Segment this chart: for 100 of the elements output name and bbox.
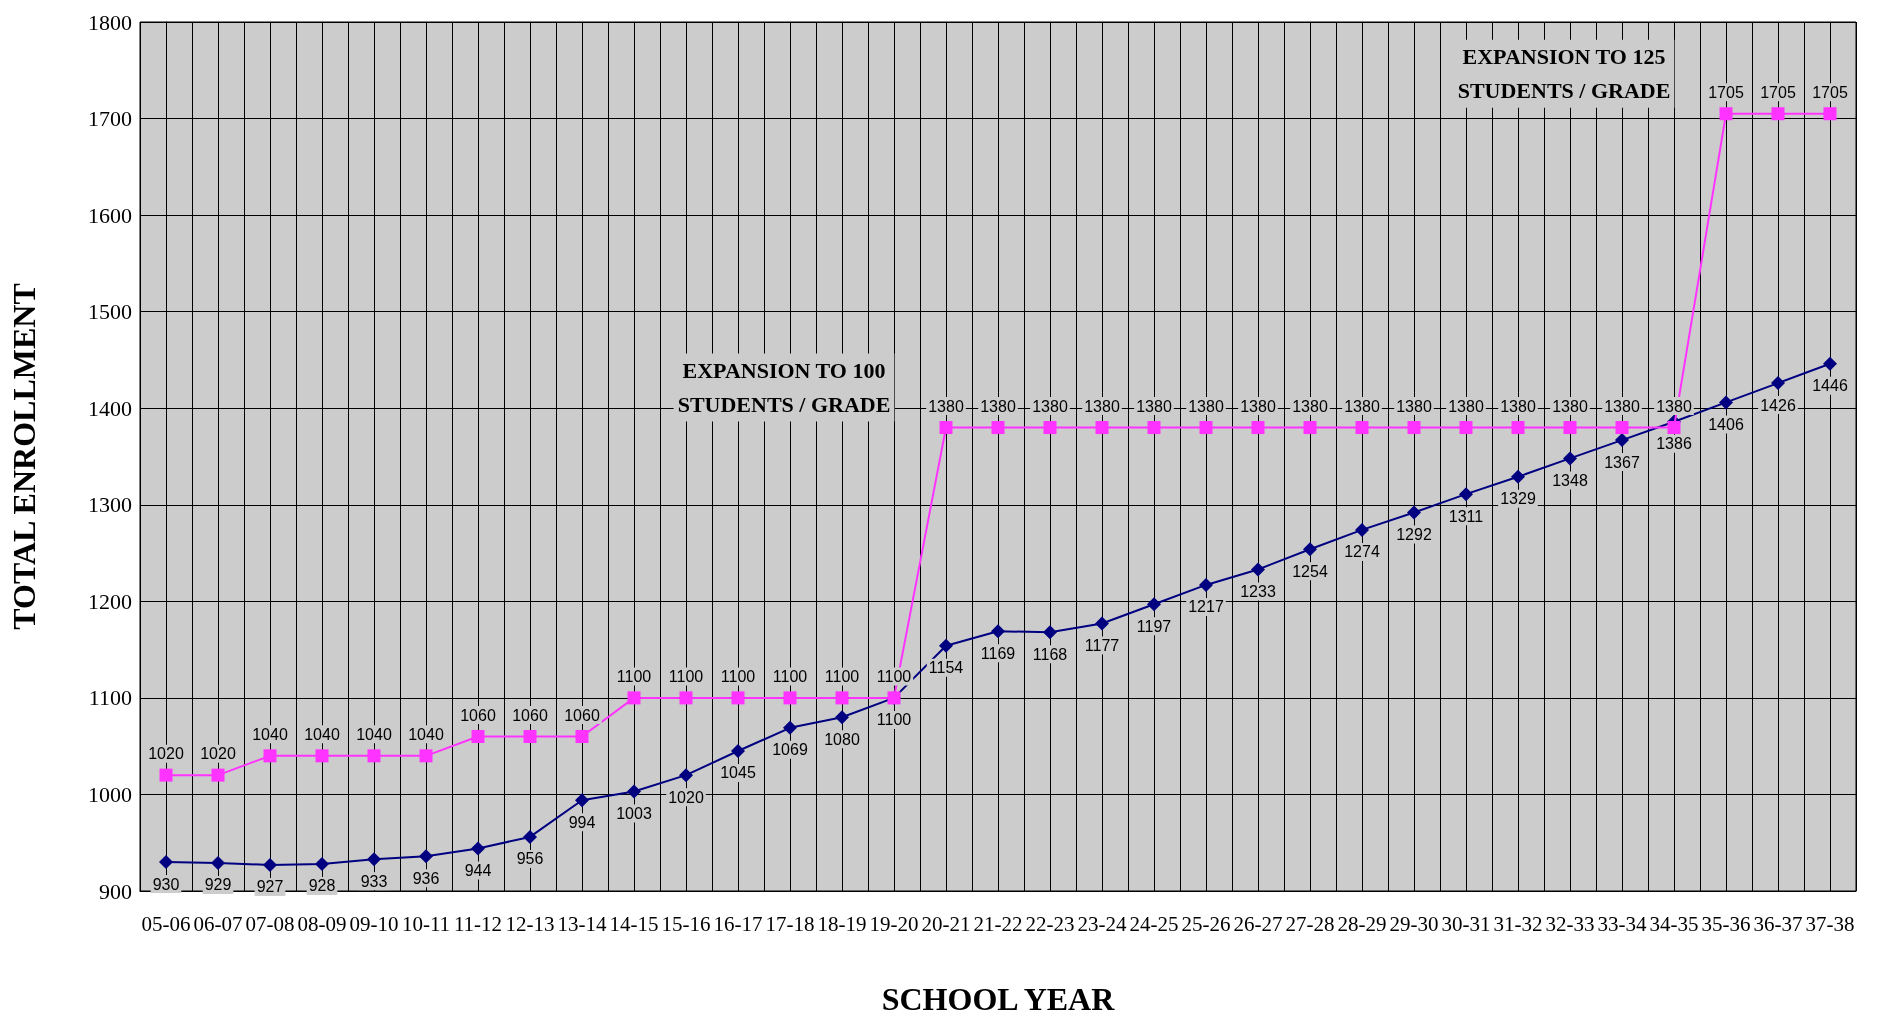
point xyxy=(315,856,329,871)
y-tick-label: 1000 xyxy=(88,781,132,807)
x-tick-label: 27-28 xyxy=(1285,911,1335,936)
data-label: 1040 xyxy=(252,725,288,743)
point xyxy=(835,710,849,725)
x-tick-label: 23-24 xyxy=(1077,911,1127,936)
data-label: 1069 xyxy=(772,741,808,759)
data-label: 1329 xyxy=(1500,490,1536,508)
data-label: 1380 xyxy=(1292,397,1328,415)
point xyxy=(211,768,225,782)
point xyxy=(835,691,849,705)
data-label: 1380 xyxy=(928,397,964,415)
point xyxy=(367,852,381,867)
point xyxy=(1719,107,1733,121)
point xyxy=(939,638,953,653)
x-tick-label: 15-16 xyxy=(661,911,711,936)
point xyxy=(939,421,953,435)
y-tick-label: 1300 xyxy=(88,492,132,518)
y-tick-label: 1200 xyxy=(88,588,132,614)
point xyxy=(263,857,277,872)
data-label: 1380 xyxy=(1500,397,1536,415)
data-label: 1380 xyxy=(1552,397,1588,415)
x-tick-label: 05-06 xyxy=(141,911,191,936)
point xyxy=(731,691,745,705)
data-label: 1367 xyxy=(1604,453,1640,471)
data-label: 1040 xyxy=(356,725,392,743)
data-label: 1100 xyxy=(720,667,756,685)
x-tick-label: 20-21 xyxy=(921,911,971,936)
data-label: 1705 xyxy=(1708,83,1744,101)
point xyxy=(471,730,485,744)
point xyxy=(1147,597,1161,612)
point xyxy=(783,720,797,735)
data-label: 1100 xyxy=(824,667,860,685)
data-label: 1380 xyxy=(1032,397,1068,415)
data-label: 1380 xyxy=(1656,397,1692,415)
x-tick-label: 30-31 xyxy=(1441,911,1491,936)
point xyxy=(1823,356,1837,371)
data-label: 1100 xyxy=(876,711,912,729)
data-label: 1045 xyxy=(720,764,756,782)
point xyxy=(1303,542,1317,557)
data-label: 1060 xyxy=(460,706,496,724)
data-label: 1100 xyxy=(668,667,704,685)
x-tick-label: 17-18 xyxy=(765,911,815,936)
x-tick-label: 11-12 xyxy=(453,911,503,936)
data-label: 956 xyxy=(516,850,544,868)
data-label: 929 xyxy=(204,876,232,894)
x-tick-label: 12-13 xyxy=(505,911,555,936)
point xyxy=(731,743,745,758)
point xyxy=(1823,107,1837,121)
data-label: 1100 xyxy=(876,667,912,685)
point xyxy=(1771,376,1785,391)
point xyxy=(1199,421,1213,435)
data-label: 1274 xyxy=(1344,543,1380,561)
point xyxy=(1771,107,1785,121)
data-label: 936 xyxy=(412,869,440,887)
data-label: 1380 xyxy=(1604,397,1640,415)
point xyxy=(419,749,433,763)
data-label: 1197 xyxy=(1136,617,1172,635)
data-label: 1060 xyxy=(564,706,600,724)
x-tick-label: 29-30 xyxy=(1389,911,1439,936)
y-tick-label: 1600 xyxy=(88,202,132,228)
data-label: 1380 xyxy=(1448,397,1484,415)
data-label: 1233 xyxy=(1240,582,1276,600)
point xyxy=(1147,421,1161,435)
data-label: 1168 xyxy=(1032,645,1068,663)
data-label: 1705 xyxy=(1812,83,1848,101)
data-label: 1169 xyxy=(980,644,1016,662)
data-label: 1380 xyxy=(1396,397,1432,415)
data-label: 1040 xyxy=(408,725,444,743)
x-axis-title: SCHOOL YEAR xyxy=(881,981,1116,1017)
x-tick-label: 16-17 xyxy=(713,911,763,936)
data-label: 928 xyxy=(308,877,336,895)
x-tick-label: 25-26 xyxy=(1181,911,1231,936)
point xyxy=(1251,421,1265,435)
point xyxy=(1563,451,1577,466)
data-label: 1100 xyxy=(772,667,808,685)
x-tick-label: 33-34 xyxy=(1597,911,1647,936)
data-label: 1348 xyxy=(1552,471,1588,489)
data-label: 1177 xyxy=(1084,637,1120,655)
x-tick-label: 13-14 xyxy=(557,911,607,936)
y-tick-label: 1400 xyxy=(88,395,132,421)
x-tick-label: 24-25 xyxy=(1129,911,1179,936)
x-tick-label: 09-10 xyxy=(349,911,399,936)
point xyxy=(315,749,329,763)
data-label: 1154 xyxy=(928,659,964,677)
point xyxy=(419,849,433,864)
data-label: 1380 xyxy=(1188,397,1224,415)
point xyxy=(1667,421,1681,435)
annotation: EXPANSION TO 100 STUDENTS / GRADE xyxy=(677,358,891,418)
point xyxy=(471,841,485,856)
data-label: 1380 xyxy=(1344,397,1380,415)
y-tick-label: 1500 xyxy=(88,299,132,325)
point xyxy=(627,691,641,705)
x-tick-label: 28-29 xyxy=(1337,911,1387,936)
point xyxy=(1251,562,1265,577)
data-label: 1020 xyxy=(668,788,704,806)
point xyxy=(1355,421,1369,435)
data-label: 1040 xyxy=(304,725,340,743)
data-label: 1380 xyxy=(1240,397,1276,415)
x-tick-label: 26-27 xyxy=(1233,911,1283,936)
